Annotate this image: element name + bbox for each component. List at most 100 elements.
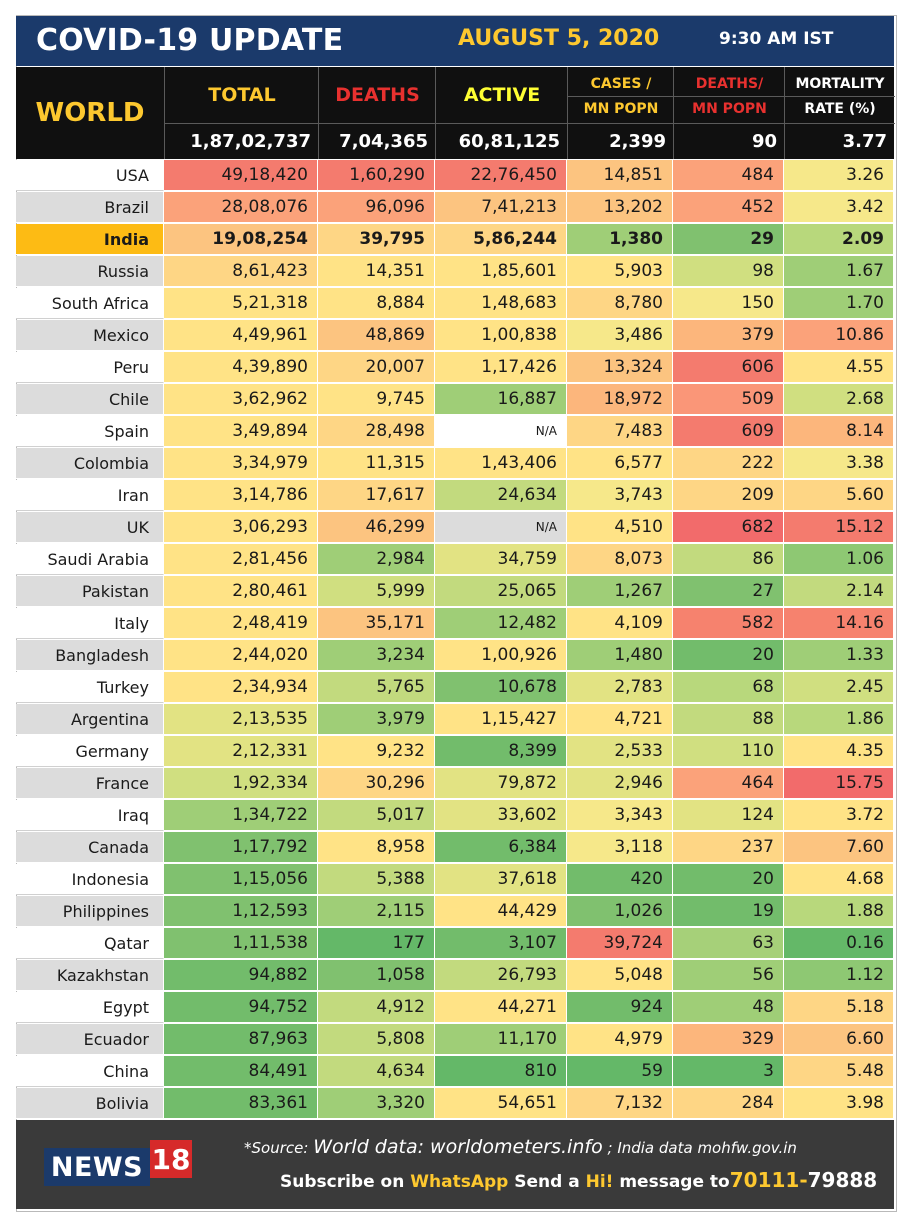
cell-total: 2,44,020 xyxy=(164,640,318,671)
cell-active: 16,887 xyxy=(435,384,567,415)
cell-total: 2,12,331 xyxy=(164,736,318,767)
cell-deaths: 14,351 xyxy=(318,256,435,287)
world-value-active: 60,81,125 xyxy=(458,130,560,152)
cell-mortality-rate: 1.88 xyxy=(784,896,894,927)
cell-active: N/A xyxy=(435,416,567,447)
country-name: Italy xyxy=(16,608,164,639)
cell-mortality-rate: 3.42 xyxy=(784,192,894,223)
header-col-deaths-per-mn: DEATHS/MN POPN 90 xyxy=(673,67,785,159)
cell-deaths-per-mn: 20 xyxy=(673,640,784,671)
cell-deaths-per-mn: 682 xyxy=(673,512,784,543)
cell-deaths: 96,096 xyxy=(318,192,435,223)
cell-active: 810 xyxy=(435,1056,567,1087)
world-header: WORLD TOTAL 1,87,02,737 DEATHS 7,04,365 ACTI… xyxy=(16,67,895,159)
cell-total: 3,62,962 xyxy=(164,384,318,415)
cell-deaths: 28,498 xyxy=(318,416,435,447)
header-divider xyxy=(785,123,895,124)
cell-deaths: 35,171 xyxy=(318,608,435,639)
cell-cases-per-mn: 2,783 xyxy=(567,672,673,703)
header-label-mortality-rate: MORTALITY xyxy=(795,76,885,92)
country-name: Turkey xyxy=(16,672,164,703)
title-bar: COVID-19 UPDATE AUGUST 5, 2020 9:30 AM I… xyxy=(16,16,894,66)
cell-total: 1,15,056 xyxy=(164,864,318,895)
cell-cases-per-mn: 7,132 xyxy=(567,1088,673,1119)
cell-mortality-rate: 4.35 xyxy=(784,736,894,767)
cell-deaths: 4,912 xyxy=(318,992,435,1023)
cell-deaths: 11,315 xyxy=(318,448,435,479)
cell-cases-per-mn: 1,026 xyxy=(567,896,673,927)
cell-deaths: 5,808 xyxy=(318,1024,435,1055)
country-name: Colombia xyxy=(16,448,164,479)
phone-part-a: 70111- xyxy=(729,1168,808,1192)
cell-total: 83,361 xyxy=(164,1088,318,1119)
country-name: Canada xyxy=(16,832,164,863)
cell-deaths: 3,234 xyxy=(318,640,435,671)
cell-deaths-per-mn: 606 xyxy=(673,352,784,383)
world-value-total: 1,87,02,737 xyxy=(190,130,311,152)
cell-deaths: 39,795 xyxy=(318,224,435,255)
cell-cases-per-mn: 8,073 xyxy=(567,544,673,575)
header-col-mortality-rate: MORTALITY RATE (%) 3.77 xyxy=(784,67,895,159)
cell-total: 3,49,894 xyxy=(164,416,318,447)
country-name: Bangladesh xyxy=(16,640,164,671)
cell-deaths: 4,634 xyxy=(318,1056,435,1087)
cell-active: 79,872 xyxy=(435,768,567,799)
country-name: Philippines xyxy=(16,896,164,927)
cell-deaths-per-mn: 20 xyxy=(673,864,784,895)
cell-total: 94,882 xyxy=(164,960,318,991)
country-name: Indonesia xyxy=(16,864,164,895)
cell-deaths: 20,007 xyxy=(318,352,435,383)
cell-total: 84,491 xyxy=(164,1056,318,1087)
cell-deaths: 2,115 xyxy=(318,896,435,927)
table-row: Indonesia 1,15,056 5,388 37,618 420 20 4.68 xyxy=(16,864,894,896)
country-name: Pakistan xyxy=(16,576,164,607)
cell-mortality-rate: 3.98 xyxy=(784,1088,894,1119)
cell-deaths: 3,979 xyxy=(318,704,435,735)
cell-active: 33,602 xyxy=(435,800,567,831)
cell-active: 37,618 xyxy=(435,864,567,895)
cell-mortality-rate: 2.68 xyxy=(784,384,894,415)
world-value-deaths-per-mn: 90 xyxy=(751,130,777,152)
country-name: Kazakhstan xyxy=(16,960,164,991)
country-name: USA xyxy=(16,160,164,191)
cell-total: 1,34,722 xyxy=(164,800,318,831)
cell-mortality-rate: 3.26 xyxy=(784,160,894,191)
table-row: Egypt 94,752 4,912 44,271 924 48 5.18 xyxy=(16,992,894,1024)
header-divider xyxy=(674,96,785,97)
cell-deaths-per-mn: 329 xyxy=(673,1024,784,1055)
cell-deaths-per-mn: 222 xyxy=(673,448,784,479)
cell-cases-per-mn: 14,851 xyxy=(567,160,673,191)
table-row: Peru 4,39,890 20,007 1,17,426 13,324 606 4.55 xyxy=(16,352,894,384)
cell-active: 24,634 xyxy=(435,480,567,511)
cell-cases-per-mn: 1,267 xyxy=(567,576,673,607)
header-label-total: TOTAL xyxy=(208,84,276,106)
country-name: Ecuador xyxy=(16,1024,164,1055)
cell-cases-per-mn: 924 xyxy=(567,992,673,1023)
cell-deaths-per-mn: 98 xyxy=(673,256,784,287)
cell-deaths-per-mn: 110 xyxy=(673,736,784,767)
cell-cases-per-mn: 39,724 xyxy=(567,928,673,959)
cell-deaths: 177 xyxy=(318,928,435,959)
header-label-deaths-per-mn: DEATHS/ xyxy=(695,76,764,92)
cell-deaths-per-mn: 3 xyxy=(673,1056,784,1087)
cell-active: N/A xyxy=(435,512,567,543)
cell-cases-per-mn: 13,202 xyxy=(567,192,673,223)
cell-total: 1,92,334 xyxy=(164,768,318,799)
cell-deaths: 17,617 xyxy=(318,480,435,511)
table-row: Italy 2,48,419 35,171 12,482 4,109 582 14.16 xyxy=(16,608,894,640)
table-row: Russia 8,61,423 14,351 1,85,601 5,903 98 1.67 xyxy=(16,256,894,288)
cell-active: 11,170 xyxy=(435,1024,567,1055)
country-name: Chile xyxy=(16,384,164,415)
phone-part-b: 79888 xyxy=(807,1168,878,1192)
cell-cases-per-mn: 5,903 xyxy=(567,256,673,287)
cell-mortality-rate: 1.70 xyxy=(784,288,894,319)
cell-deaths-per-mn: 509 xyxy=(673,384,784,415)
country-name: Egypt xyxy=(16,992,164,1023)
cell-deaths: 1,058 xyxy=(318,960,435,991)
cell-cases-per-mn: 3,486 xyxy=(567,320,673,351)
table-row: UK 3,06,293 46,299 N/A 4,510 682 15.12 xyxy=(16,512,894,544)
source-prefix: *Source: xyxy=(244,1139,309,1157)
cell-active: 1,85,601 xyxy=(435,256,567,287)
cell-deaths-per-mn: 237 xyxy=(673,832,784,863)
cell-total: 49,18,420 xyxy=(164,160,318,191)
